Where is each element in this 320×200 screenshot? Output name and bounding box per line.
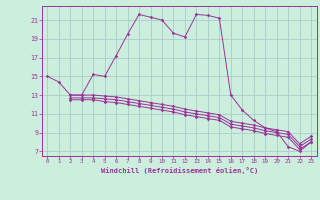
X-axis label: Windchill (Refroidissement éolien,°C): Windchill (Refroidissement éolien,°C) — [100, 167, 258, 174]
